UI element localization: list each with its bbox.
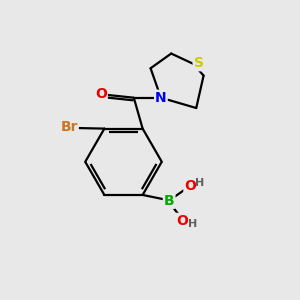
Text: O: O: [184, 178, 196, 193]
Text: O: O: [176, 214, 188, 228]
Text: Br: Br: [60, 121, 78, 134]
Text: B: B: [164, 194, 175, 208]
Text: O: O: [95, 87, 107, 101]
Text: H: H: [188, 219, 197, 230]
Text: N: N: [155, 91, 167, 105]
Text: S: S: [194, 56, 204, 70]
Text: H: H: [195, 178, 204, 188]
